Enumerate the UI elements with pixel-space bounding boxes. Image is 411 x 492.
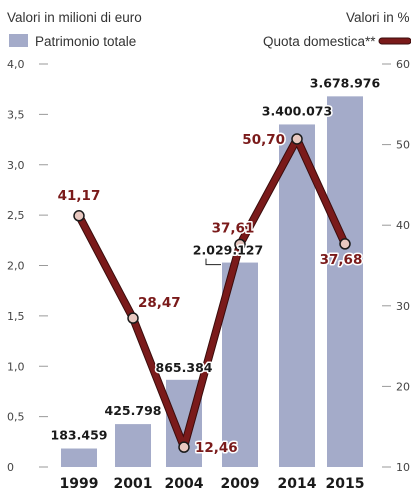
- line-value-label: 41,17: [58, 188, 101, 204]
- bar-value-label: 425.798: [105, 403, 162, 418]
- line-path: [76, 135, 348, 451]
- bar-value-label: 3.678.976: [310, 75, 381, 90]
- line-point: [127, 312, 139, 324]
- left-tick-label: 2,0: [7, 260, 25, 273]
- legend-line-swatch: [378, 37, 411, 45]
- legend-bar-label: Patrimonio totale: [35, 34, 136, 49]
- left-tick-label: 0,5: [7, 411, 25, 424]
- data-labels: 183.459 425.798 865.384 2.029.127 3.400.073 3…: [49, 74, 382, 458]
- left-tick-label: 0: [7, 461, 14, 474]
- line-series: [73, 133, 351, 453]
- line-value-label: 37,68: [320, 252, 363, 268]
- legend-bar-swatch: [9, 34, 28, 47]
- category-label: 2014: [278, 476, 317, 492]
- left-axis-unit: Valori in milioni di euro: [7, 10, 142, 25]
- line-value-label: 28,47: [138, 295, 181, 311]
- bar: [61, 448, 97, 467]
- right-tick-label: 40: [396, 219, 410, 232]
- bar-value-label: 2.029.127: [193, 243, 263, 258]
- category-label: 2001: [114, 476, 153, 492]
- bar: [115, 424, 151, 467]
- axes: 0 0,5 1,0 1,5 2,0 2,5 3,0 3,5 4,0 10 20 30 40 50 60 199…: [7, 58, 410, 492]
- right-tick-label: 20: [396, 380, 410, 393]
- line-point: [178, 441, 190, 453]
- left-tick-label: 3,0: [7, 159, 25, 172]
- right-tick-label: 10: [396, 461, 410, 474]
- left-tick-label: 1,5: [7, 310, 25, 323]
- line-value-label: 50,70: [242, 132, 285, 148]
- right-tick-label: 50: [396, 139, 410, 152]
- bar: [279, 124, 315, 468]
- line-point: [234, 238, 246, 251]
- bar-value-label: 183.459: [51, 428, 108, 443]
- bar-label-leader: [205, 258, 221, 266]
- left-tick-label: 1,0: [7, 360, 25, 373]
- line-point: [291, 133, 303, 145]
- line-value-label: 12,46: [195, 440, 238, 456]
- category-label: 2015: [326, 476, 365, 492]
- left-tick-label: 3,5: [7, 108, 25, 121]
- category-label: 2009: [221, 476, 260, 492]
- line-value-label: 37,61: [212, 220, 255, 236]
- category-label: 1999: [60, 476, 99, 492]
- bar: [327, 96, 363, 467]
- line-point: [73, 210, 85, 222]
- category-label: 2004: [165, 476, 204, 492]
- right-tick-label: 30: [396, 300, 410, 313]
- bars: [61, 96, 363, 468]
- left-tick-label: 4,0: [7, 58, 25, 71]
- right-tick-label: 60: [396, 58, 410, 71]
- bar-value-label: 3.400.073: [262, 103, 332, 118]
- line-point: [339, 238, 351, 250]
- legend-line-label: Quota domestica**: [263, 34, 376, 49]
- right-axis-unit: Valori in %: [346, 10, 410, 25]
- bar-value-label: 865.384: [156, 360, 213, 375]
- left-tick-label: 2,5: [7, 209, 25, 222]
